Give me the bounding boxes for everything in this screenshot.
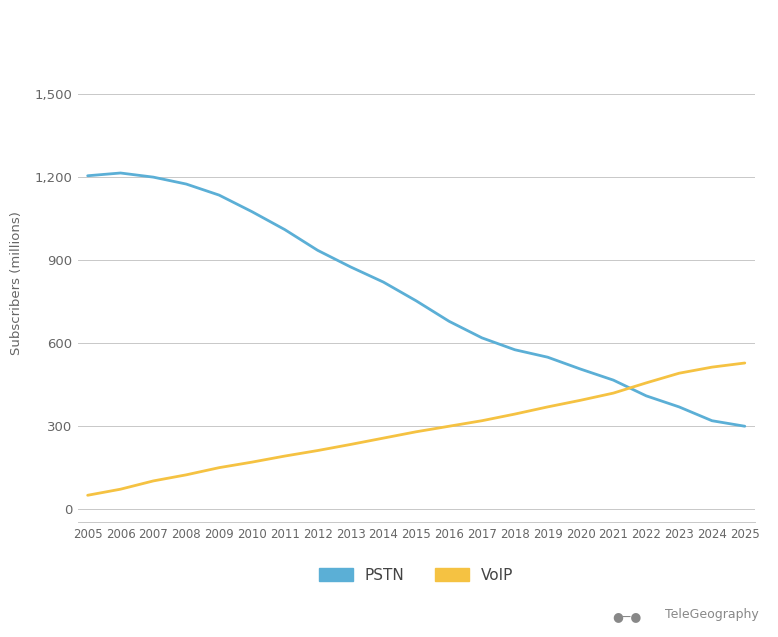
Y-axis label: Subscribers (millions): Subscribers (millions) <box>10 211 23 355</box>
Text: TeleGeography: TeleGeography <box>664 608 759 621</box>
Text: ●─●: ●─● <box>612 610 642 623</box>
Legend: PSTN, VoIP: PSTN, VoIP <box>313 562 520 589</box>
